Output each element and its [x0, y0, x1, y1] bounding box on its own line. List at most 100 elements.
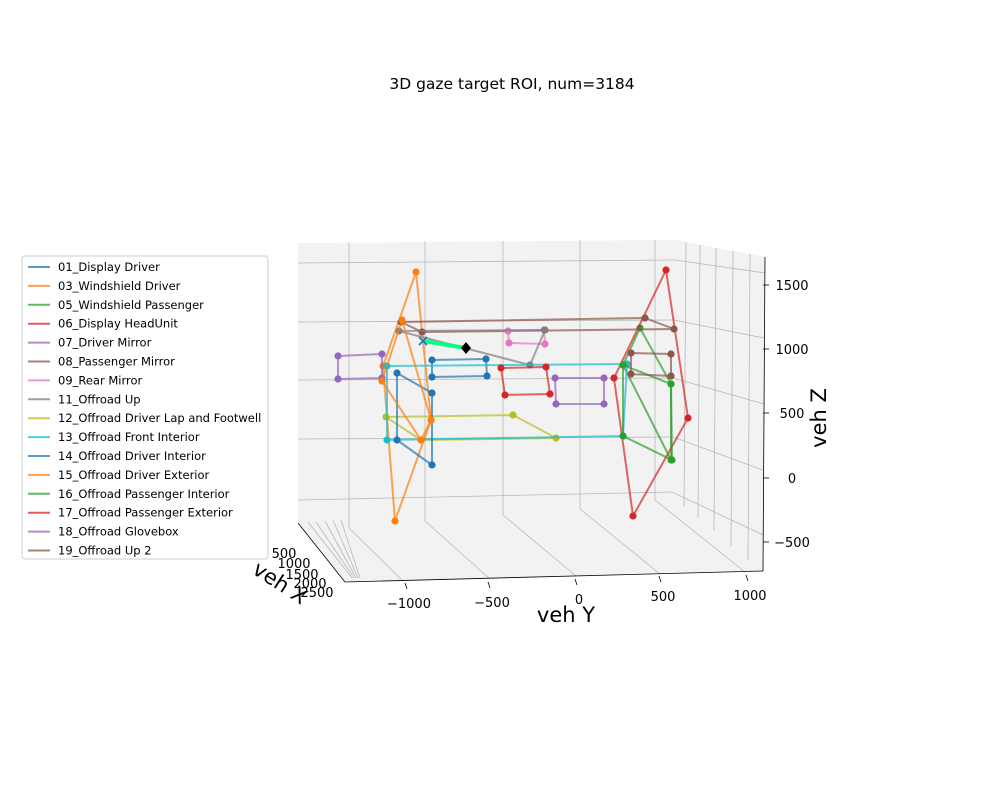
x-tick-label: 2500 — [300, 586, 333, 601]
x-gridline-side — [697, 244, 701, 519]
roi-vertex — [541, 340, 549, 348]
roi-series — [428, 355, 491, 381]
y-tick-label: −1000 — [387, 597, 431, 612]
roi-vertex — [428, 461, 436, 469]
roi-vertex — [619, 432, 627, 440]
z-tick-label: 0 — [788, 472, 796, 487]
legend-label: 06_Display HeadUnit — [58, 317, 178, 331]
legend-label: 15_Offroad Driver Exterior — [58, 468, 210, 482]
roi-vertex — [619, 361, 627, 369]
y-tick-mark — [745, 574, 749, 582]
y-tick-mark — [658, 575, 662, 583]
roi-vertex — [417, 436, 425, 444]
y-tick-mark — [574, 578, 578, 586]
roi-vertex — [662, 266, 670, 274]
legend-item: 18_Offroad Glovebox — [28, 525, 179, 539]
roi-outlines — [334, 266, 692, 525]
z-tick-label: −500 — [774, 536, 810, 551]
roi-vertex — [541, 326, 549, 334]
legend-label: 19_Offroad Up 2 — [58, 544, 152, 558]
roi-vertex — [482, 355, 490, 363]
roi-series — [627, 349, 675, 380]
roi-vertex — [641, 314, 649, 322]
gaze-vector — [418, 336, 471, 354]
roi-vertex — [334, 352, 342, 360]
axis-panes — [298, 240, 765, 582]
legend-label: 09_Rear Mirror — [58, 373, 143, 387]
z-gridline-side — [673, 319, 765, 339]
legend-label: 17_Offroad Passenger Exterior — [58, 506, 233, 520]
axes — [297, 256, 766, 583]
x-tick-label: 2000 — [293, 577, 326, 592]
roi-vertex — [600, 374, 608, 382]
z-gridline-back — [297, 259, 676, 264]
roi-vertex — [668, 456, 676, 464]
legend-label: 07_Driver Mirror — [58, 336, 152, 350]
legend-item: 11_Offroad Up — [28, 392, 141, 406]
y-tick-label: 0 — [575, 593, 583, 608]
legend-item: 09_Rear Mirror — [28, 373, 143, 387]
roi-vertex — [509, 411, 517, 419]
roi-vertex — [428, 389, 436, 397]
x-gridline-floor — [324, 520, 357, 579]
legend-label: 12_Offroad Driver Lap and Footwell — [58, 411, 261, 425]
roi-vertex — [552, 400, 560, 408]
roi-vertex — [667, 380, 675, 388]
roi-series — [619, 361, 676, 464]
floor-pane — [298, 496, 763, 582]
x-gridline-floor — [332, 519, 359, 579]
roi-vertex — [383, 436, 391, 444]
roi-vertex — [378, 350, 386, 358]
y-gridline-floor — [424, 520, 490, 579]
roi-series — [551, 374, 608, 408]
x-tick-label: 1000 — [277, 557, 310, 572]
roi-vertex — [483, 372, 491, 380]
y-tick-label: 500 — [651, 590, 676, 605]
legend-label: 13_Offroad Front Interior — [58, 430, 200, 444]
roi-vertex — [428, 356, 436, 364]
legend-label: 08_Passenger Mirror — [58, 355, 175, 369]
gaze-target-marker — [461, 342, 471, 354]
y-tick-label: 1000 — [733, 589, 766, 604]
z-axis-label: veh Z — [807, 388, 831, 448]
axis-grid — [297, 240, 766, 581]
legend-item: 16_Offroad Passenger Interior — [28, 487, 230, 501]
back-pane — [298, 240, 675, 523]
x-gridline-side — [730, 250, 734, 547]
legend: 01_Display Driver 03_Windshield Driver 05_… — [21, 255, 269, 560]
roi-vertex — [542, 363, 550, 371]
legend-item: 17_Offroad Passenger Exterior — [28, 506, 233, 520]
legend-label: 01_Display Driver — [58, 260, 160, 274]
z-gridline-side — [672, 436, 764, 471]
x-gridline-side — [713, 247, 717, 532]
x-gridline-side — [747, 253, 751, 561]
legend-frame — [21, 255, 269, 560]
x-tick-label: 1500 — [285, 568, 318, 583]
roi-vertex — [418, 328, 426, 336]
roi-vertex — [551, 374, 559, 382]
y-axis-line — [344, 570, 764, 583]
legend-label: 11_Offroad Up — [58, 392, 141, 406]
legend-item: 06_Display HeadUnit — [28, 317, 178, 331]
z-tick-label: 500 — [780, 407, 805, 422]
x-gridline-floor — [315, 521, 355, 579]
roi-vertex — [391, 517, 399, 525]
gaze-ray — [422, 339, 467, 350]
y-tick-mark — [404, 582, 408, 590]
legend-item: 14_Offroad Driver Interior — [28, 449, 206, 463]
right-pane — [672, 240, 765, 571]
roi-vertex — [667, 372, 675, 380]
roi-series — [378, 316, 435, 444]
legend-item: 03_Windshield Driver — [28, 279, 181, 293]
roi-vertex — [670, 325, 678, 333]
x-axis-line — [297, 522, 346, 583]
roi-vertex — [398, 316, 406, 324]
roi-vertex — [627, 349, 635, 357]
y-axis-label: veh Y — [537, 603, 595, 627]
roi-vertex — [497, 364, 505, 372]
tick-labels: −1000 −500 0 500 1000150010005000−5005001000… — [272, 279, 810, 612]
z-tick-label: 1500 — [775, 279, 808, 294]
legend-item: 05_Windshield Passenger — [28, 298, 204, 312]
roi-vertex — [505, 339, 513, 347]
